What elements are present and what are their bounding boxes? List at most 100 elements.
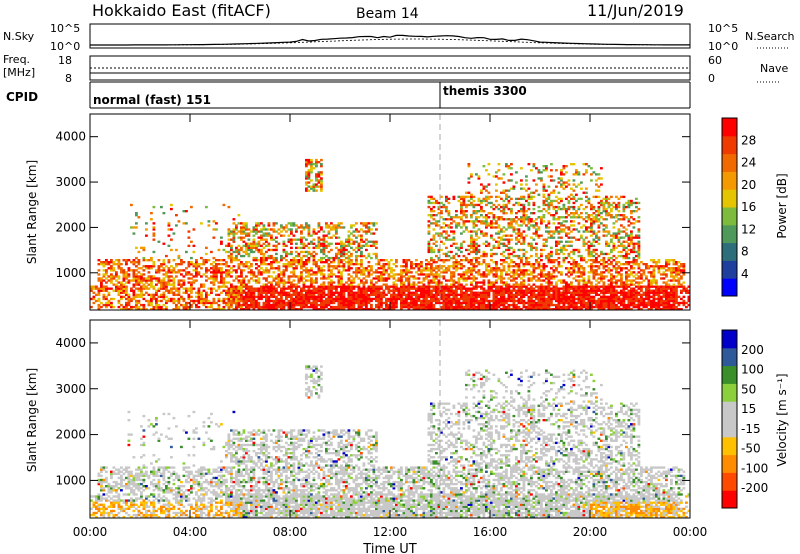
heatmap-cell xyxy=(97,291,101,294)
heatmap-cell xyxy=(135,261,138,264)
heatmap-cell xyxy=(332,293,336,297)
heatmap-cell xyxy=(337,305,341,309)
heatmap-cell xyxy=(132,285,136,288)
heatmap-cell xyxy=(535,279,538,282)
heatmap-cell xyxy=(232,269,236,272)
heatmap-cell xyxy=(430,263,433,266)
heatmap-cell xyxy=(360,301,363,305)
heatmap-cell xyxy=(247,228,251,231)
heatmap-cell xyxy=(565,291,568,294)
heatmap-cell xyxy=(570,212,573,215)
heatmap-cell xyxy=(552,271,556,274)
heatmap-cell xyxy=(122,275,126,278)
heatmap-cell xyxy=(255,224,258,227)
heatmap-cell xyxy=(472,277,476,280)
heatmap-cell xyxy=(502,267,506,270)
heatmap-cell xyxy=(402,299,406,303)
heatmap-cell xyxy=(557,197,561,201)
heatmap-cell xyxy=(327,250,331,254)
heatmap-cell xyxy=(380,287,383,290)
heatmap-cell xyxy=(162,279,166,282)
heatmap-cell xyxy=(245,250,248,254)
heatmap-cell xyxy=(400,281,403,284)
heatmap-cell xyxy=(555,242,558,245)
heatmap-cell xyxy=(480,207,483,211)
heatmap-cell xyxy=(572,248,576,252)
heatmap-cell xyxy=(315,263,318,266)
heatmap-cell xyxy=(222,271,226,274)
heatmap-cell xyxy=(420,295,423,299)
heatmap-cell xyxy=(330,287,333,290)
heatmap-cell xyxy=(325,287,328,290)
heatmap-cell xyxy=(587,244,591,248)
heatmap-cell xyxy=(505,273,508,276)
heatmap-cell xyxy=(110,269,113,272)
heatmap-cell xyxy=(427,283,431,286)
heatmap-cell xyxy=(255,305,258,309)
heatmap-cell xyxy=(392,287,396,290)
heatmap-cell xyxy=(557,226,561,229)
heatmap-cell xyxy=(380,267,383,270)
heatmap-cell xyxy=(307,252,311,256)
heatmap-cell xyxy=(435,261,438,264)
heatmap-cell xyxy=(582,240,586,243)
heatmap-cell xyxy=(335,267,338,270)
heatmap-cell xyxy=(125,263,128,266)
heatmap-cell xyxy=(525,214,528,217)
heatmap-cell xyxy=(492,273,496,276)
heatmap-cell xyxy=(400,287,403,290)
heatmap-cell xyxy=(325,305,328,309)
heatmap-cell xyxy=(475,295,478,299)
heatmap-cell xyxy=(430,265,433,268)
heatmap-cell xyxy=(587,308,591,311)
heatmap-cell xyxy=(162,291,166,294)
heatmap-cell xyxy=(190,263,193,266)
heatmap-cell xyxy=(510,279,513,282)
heatmap-cell xyxy=(205,275,208,278)
heatmap-cell xyxy=(552,303,556,307)
heatmap-cell xyxy=(567,305,571,309)
heatmap-cell xyxy=(512,265,516,268)
heatmap-cell xyxy=(157,279,161,282)
heatmap-cell xyxy=(177,220,181,223)
heatmap-cell xyxy=(327,244,331,248)
heatmap-cell xyxy=(247,299,251,303)
heatmap-cell xyxy=(230,283,233,286)
heatmap-cell xyxy=(295,259,298,262)
heatmap-cell xyxy=(490,222,493,225)
heatmap-cell xyxy=(385,259,388,262)
cpid-strip: CPID normal (fast) 151 themis 3300 xyxy=(6,81,691,109)
heatmap-cell xyxy=(305,293,308,297)
heatmap-cell xyxy=(475,261,478,264)
heatmap-cell xyxy=(347,259,351,262)
heatmap-cell xyxy=(335,256,338,260)
heatmap-cell xyxy=(525,289,528,292)
heatmap-cell xyxy=(515,197,518,201)
heatmap-cell xyxy=(460,291,463,294)
heatmap-cell xyxy=(315,185,318,188)
heatmap-cell xyxy=(197,265,201,268)
heatmap-cell xyxy=(582,277,586,280)
heatmap-cell xyxy=(407,275,411,278)
heatmap-cell xyxy=(527,299,531,303)
heatmap-cell xyxy=(320,187,323,190)
heatmap-cell xyxy=(252,305,256,309)
heatmap-cell xyxy=(530,236,533,239)
heatmap-cell xyxy=(585,212,588,215)
heatmap-cell xyxy=(342,301,346,305)
heatmap-cell xyxy=(227,301,231,305)
heatmap-cell xyxy=(230,252,233,256)
heatmap-cell xyxy=(512,285,516,288)
heatmap-cell xyxy=(247,279,251,282)
heatmap-cell xyxy=(445,293,448,297)
heatmap-cell xyxy=(512,187,516,190)
heatmap-cell xyxy=(390,299,393,303)
heatmap-cell xyxy=(582,273,586,276)
heatmap-cell xyxy=(295,303,298,307)
heatmap-cell xyxy=(435,275,438,278)
heatmap-cell xyxy=(302,263,306,266)
heatmap-cell xyxy=(177,263,181,266)
heatmap-cell xyxy=(487,212,491,215)
heatmap-cell xyxy=(297,263,301,266)
heatmap-cell xyxy=(487,173,491,176)
